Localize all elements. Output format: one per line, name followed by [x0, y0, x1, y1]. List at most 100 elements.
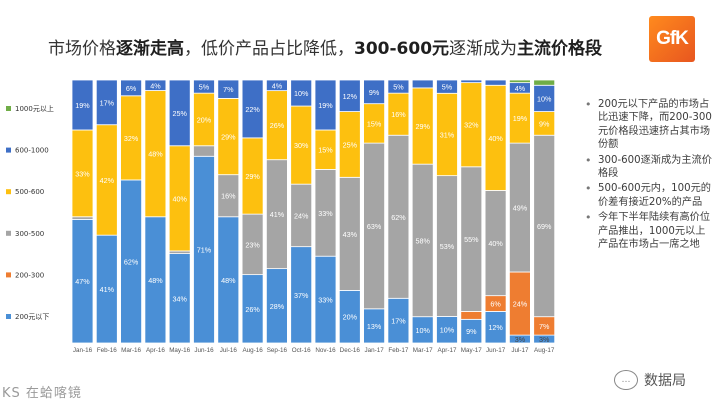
watermark-right: … 数据局 [614, 370, 686, 390]
title-part-4: 300-600元 [354, 39, 450, 59]
data-label: 3% [515, 335, 526, 344]
data-label: 19% [513, 114, 528, 123]
data-label: 71% [197, 246, 212, 255]
legend-swatch [6, 314, 11, 319]
bar-segment [193, 145, 215, 157]
bar-segment [144, 79, 167, 91]
x-tick-label: Jan-16 [73, 347, 93, 354]
bar-segment [95, 79, 118, 126]
bullet-icon: • [585, 182, 592, 196]
x-tick-label: Jul-17 [511, 347, 529, 354]
x-tick-label: Jun-16 [194, 347, 214, 354]
data-label: 33% [75, 169, 90, 178]
data-label: 6% [126, 84, 137, 93]
note-item: • 200元以下产品的市场占比迅速下降，而200-300元价格段迅速挤占其市场份额 [585, 98, 713, 152]
data-label: 40% [488, 134, 503, 143]
title-part-3: ，低价产品占比降低， [184, 39, 354, 59]
x-tick-label: Feb-16 [97, 347, 117, 354]
legend-label: 600-1000 [15, 147, 49, 155]
legend-label: 200元以下 [15, 313, 49, 321]
data-label: 25% [173, 109, 188, 118]
data-label: 63% [367, 222, 382, 231]
note-item: • 300-600逐渐成为主流价格段 [585, 154, 713, 181]
data-label: 29% [245, 172, 260, 181]
bar-segment [265, 79, 288, 92]
data-label: 10% [294, 89, 309, 98]
bar-segment [217, 79, 240, 99]
data-label: 9% [369, 88, 380, 97]
data-label: 29% [221, 133, 236, 142]
data-label: 4% [272, 81, 283, 90]
data-label: 69% [537, 222, 552, 231]
data-label: 15% [318, 146, 333, 155]
legend-swatch [6, 272, 11, 278]
bar-segment [314, 79, 337, 131]
data-label: 20% [197, 115, 212, 124]
data-label: 31% [440, 130, 455, 139]
bar-segment [241, 79, 264, 139]
data-label: 17% [391, 317, 406, 326]
data-label: 32% [124, 134, 139, 143]
data-label: 26% [245, 305, 260, 314]
data-label: 7% [223, 85, 234, 94]
bar-segment [411, 79, 434, 89]
data-label: 26% [270, 121, 285, 130]
data-label: 17% [100, 98, 115, 107]
watermark-left: KS 在蛤喀镜 [2, 386, 82, 401]
data-label: 41% [270, 210, 285, 219]
bar-segment [338, 79, 361, 112]
note-text: 今年下半年陆续有高价位产品推出，1000元以上产品在市场占一席之地 [598, 212, 711, 251]
data-label: 10% [440, 326, 455, 335]
data-label: 19% [75, 101, 90, 110]
data-label: 13% [367, 322, 382, 331]
data-label: 12% [343, 92, 358, 101]
data-label: 33% [318, 209, 333, 218]
bar-segment [508, 79, 531, 84]
bar-segment [460, 311, 483, 320]
title-part-6: 主流价格段 [517, 39, 603, 59]
data-label: 9% [466, 327, 477, 336]
data-label: 23% [245, 240, 260, 249]
title-part-1: 市场价格 [48, 39, 116, 59]
data-label: 55% [464, 235, 479, 244]
data-label: 20% [343, 313, 358, 322]
data-label: 22% [245, 105, 260, 114]
x-tick-label: Apr-17 [438, 347, 457, 354]
data-label: 4% [150, 81, 161, 90]
note-text: 300-600逐渐成为主流价格段 [598, 154, 712, 180]
data-label: 24% [513, 300, 528, 309]
data-label: 49% [513, 204, 528, 213]
bullet-icon: • [585, 98, 592, 111]
data-label: 58% [416, 236, 431, 245]
page-title: 市场价格逐渐走高，低价产品占比降低，300-600元逐渐成为主流价格段 [48, 34, 602, 59]
bar-segment [484, 79, 507, 86]
x-tick-label: Aug-16 [242, 347, 263, 354]
data-label: 10% [416, 326, 431, 335]
data-label: 5% [442, 83, 453, 92]
x-tick-label: Jul-16 [220, 347, 238, 354]
x-tick-label: Mar-16 [121, 347, 141, 354]
data-label: 40% [488, 239, 503, 248]
x-tick-label: Apr-16 [146, 347, 165, 354]
legend-label: 200-300 [15, 271, 44, 279]
x-tick-label: Jan-17 [364, 347, 384, 354]
data-label: 30% [294, 141, 309, 150]
note-text: 200元以下产品的市场占比迅速下降，而200-300元价格段迅速挤占其市场份额 [598, 99, 712, 151]
bar-segment [363, 79, 386, 105]
data-label: 40% [173, 194, 188, 203]
bar-segment [290, 79, 313, 107]
bar-segment [533, 79, 556, 86]
bar-segment [193, 79, 215, 94]
x-tick-label: Dec-16 [340, 347, 361, 354]
legend-swatch [6, 230, 11, 236]
legend-swatch [6, 106, 11, 111]
x-tick-label: Sep-16 [267, 347, 288, 354]
x-tick-label: Jun-17 [486, 347, 506, 354]
legend-swatch [6, 147, 11, 153]
bar-segment [120, 79, 142, 97]
data-label: 37% [294, 291, 309, 300]
legend-label: 1000元以上 [15, 104, 54, 113]
x-tick-label: Nov-16 [315, 347, 336, 354]
title-part-2: 逐渐走高 [116, 39, 184, 59]
